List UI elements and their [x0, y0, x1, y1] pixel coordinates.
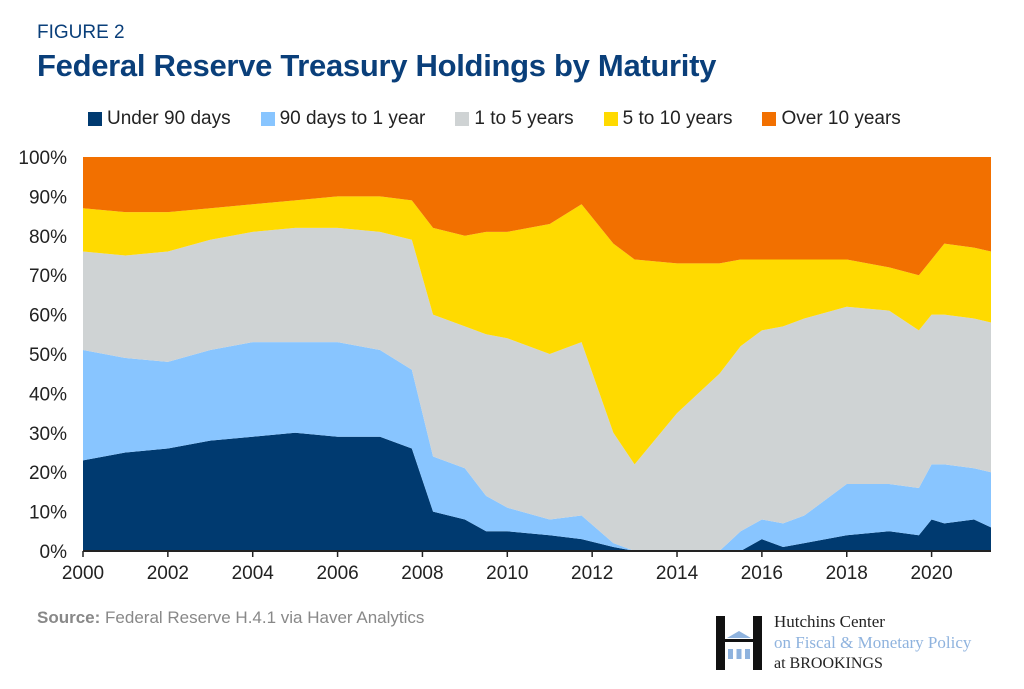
y-tick-label: 50%: [29, 345, 67, 366]
legend-label: 90 days to 1 year: [279, 108, 426, 129]
source-label: Source:: [37, 608, 101, 627]
legend-item-90-days-to-1-year: 90 days to 1 year: [260, 108, 426, 130]
legend-item-5-to-10-years: 5 to 10 years: [603, 108, 733, 130]
x-tick-label: 2000: [62, 563, 104, 584]
x-tick-label: 2002: [147, 563, 189, 584]
legend-swatch: [455, 112, 470, 126]
legend-swatch: [260, 112, 275, 126]
legend-item-1-to-5-years: 1 to 5 years: [455, 108, 574, 130]
x-tick-label: 2018: [826, 563, 868, 584]
x-tick-label: 2020: [910, 563, 952, 584]
x-tick-label: 2014: [656, 563, 699, 584]
legend-swatch: [603, 112, 618, 126]
legend-label: 5 to 10 years: [622, 108, 733, 129]
legend-label: Under 90 days: [107, 108, 231, 129]
legend-item-under-90-days: Under 90 days: [88, 108, 231, 130]
y-tick-label: 100%: [18, 148, 67, 169]
figure-label: FIGURE 2: [37, 22, 125, 43]
y-tick-label: 60%: [29, 306, 67, 327]
hutchins-center-logo: Hutchins Center on Fiscal & Monetary Pol…: [716, 611, 971, 674]
legend-swatch: [88, 112, 102, 126]
legend-label: 1 to 5 years: [474, 108, 574, 129]
x-tick-label: 2012: [571, 563, 613, 584]
x-tick-label: 2016: [741, 563, 783, 584]
y-tick-label: 10%: [29, 503, 67, 524]
legend-item-over-10-years: Over 10 years: [762, 108, 901, 130]
logo-line-3: at BROOKINGS: [774, 655, 883, 672]
logo-line-1: Hutchins Center: [774, 612, 885, 631]
legend: Under 90 days 90 days to 1 year 1 to 5 y…: [88, 108, 901, 130]
area-5-to-10-years: [83, 196, 991, 465]
y-tick-label: 80%: [29, 227, 67, 248]
area-1-to-5-years: [83, 227, 991, 552]
legend-swatch: [762, 112, 777, 126]
x-tick-label: 2006: [316, 563, 358, 584]
legend-label: Over 10 years: [781, 108, 901, 129]
x-tick-label: 2004: [232, 563, 275, 584]
y-tick-label: 20%: [29, 463, 67, 484]
area-over-10-years: [83, 157, 991, 276]
x-tick-label: 2008: [401, 563, 443, 584]
area-90-days-to-1-year: [83, 342, 991, 551]
y-tick-label: 70%: [29, 266, 67, 287]
x-tick-label: 2010: [486, 563, 528, 584]
y-tick-label: 30%: [29, 424, 67, 445]
chart-title: Federal Reserve Treasury Holdings by Mat…: [37, 48, 717, 83]
y-tick-label: 0%: [40, 542, 68, 563]
hutchins-h-logo-icon: [716, 615, 762, 670]
y-tick-label: 90%: [29, 187, 67, 208]
source-text: Federal Reserve H.4.1 via Haver Analytic…: [105, 608, 425, 627]
source-note: Source: Federal Reserve H.4.1 via Haver …: [37, 608, 424, 628]
area-under-90-days: [83, 432, 991, 551]
y-tick-label: 40%: [29, 384, 67, 405]
logo-line-2: on Fiscal & Monetary Policy: [774, 633, 972, 652]
